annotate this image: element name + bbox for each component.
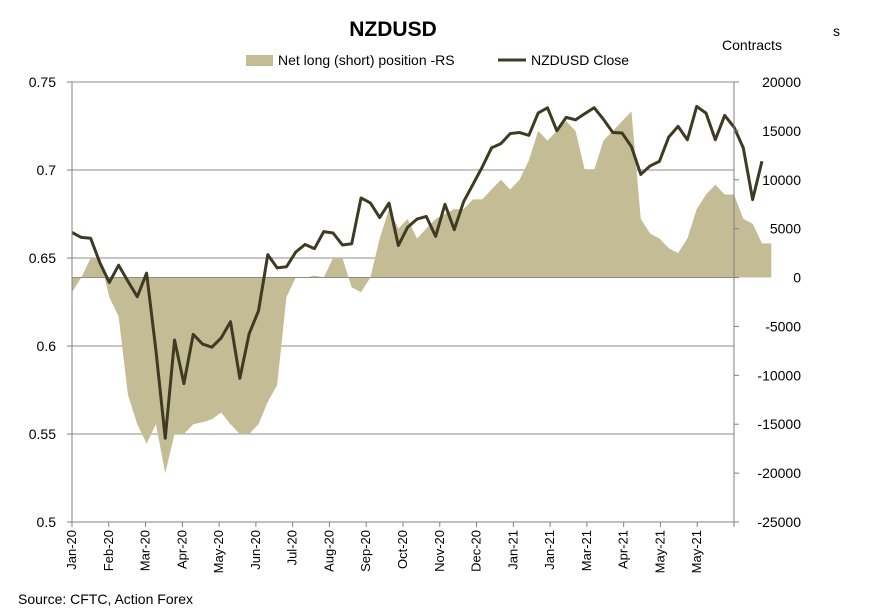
x-tick-label: Jan-20 xyxy=(64,530,79,570)
corner-mark: s xyxy=(833,23,840,39)
x-tick-label: Aug-20 xyxy=(321,530,336,572)
x-tick-label: Jul-20 xyxy=(285,530,300,565)
right-tick-label: -25000 xyxy=(757,514,801,530)
right-tick-label: -10000 xyxy=(757,367,801,383)
x-axis-ticks: Jan-20 Feb-20 Mar-20 Apr-20 May-20 Jun-20 Jul-… xyxy=(64,522,735,573)
x-tick-label: Apr-20 xyxy=(174,530,189,569)
right-tick-label: 20000 xyxy=(762,74,801,90)
right-tick-label: -15000 xyxy=(757,416,801,432)
x-tick-label: Mar-20 xyxy=(138,530,153,571)
x-tick-label: May-20 xyxy=(211,530,226,573)
x-tick-label: Nov-20 xyxy=(432,530,447,572)
x-tick-label: Mar-21 xyxy=(579,530,594,571)
left-tick-label: 0.7 xyxy=(37,162,57,178)
legend-label-line: NZDUSD Close xyxy=(531,52,629,68)
left-tick-label: 0.65 xyxy=(29,250,56,266)
right-tick-label: 5000 xyxy=(770,221,801,237)
close-line-layer xyxy=(71,104,764,440)
x-tick-label: Jun-20 xyxy=(248,530,263,570)
x-tick-label: Apr-21 xyxy=(616,530,631,569)
right-tick-label: 0 xyxy=(793,270,801,286)
right-tick-label: 15000 xyxy=(762,123,801,139)
right-tick-label: -20000 xyxy=(757,465,801,481)
source-note: Source: CFTC, Action Forex xyxy=(18,591,193,607)
legend: Net long (short) position -RS NZDUSD Clo… xyxy=(246,52,629,68)
right-axis-title: Contracts xyxy=(722,37,782,53)
x-tick-label: Oct-20 xyxy=(395,530,410,569)
right-tick-label: -5000 xyxy=(765,318,801,334)
legend-label-area: Net long (short) position -RS xyxy=(278,52,455,68)
x-tick-label: Sep-20 xyxy=(358,530,373,572)
position-area-layer xyxy=(72,111,772,474)
right-axis-ticks: -25000 -20000 -15000 -10000 -5000 0 5000 10000 1… xyxy=(734,74,801,530)
left-tick-label: 0.6 xyxy=(37,338,57,354)
right-tick-label: 10000 xyxy=(762,172,801,188)
legend-swatch-area xyxy=(246,55,273,66)
left-tick-label: 0.75 xyxy=(29,74,56,90)
nzdusd-close-line xyxy=(71,104,764,440)
chart-title: NZDUSD xyxy=(349,18,437,41)
net-position-area xyxy=(72,111,772,474)
x-tick-label: Dec-20 xyxy=(469,530,484,572)
x-tick-label: May-21 xyxy=(689,530,704,573)
left-tick-label: 0.55 xyxy=(29,426,56,442)
x-tick-label: May-21 xyxy=(652,530,667,573)
x-tick-label: Feb-20 xyxy=(101,530,116,571)
left-tick-label: 0.5 xyxy=(37,514,57,530)
left-axis-ticks: 0.5 0.55 0.6 0.65 0.7 0.75 xyxy=(29,74,72,530)
x-tick-label: Jan-21 xyxy=(542,530,557,570)
x-tick-label: Jan-21 xyxy=(505,530,520,570)
